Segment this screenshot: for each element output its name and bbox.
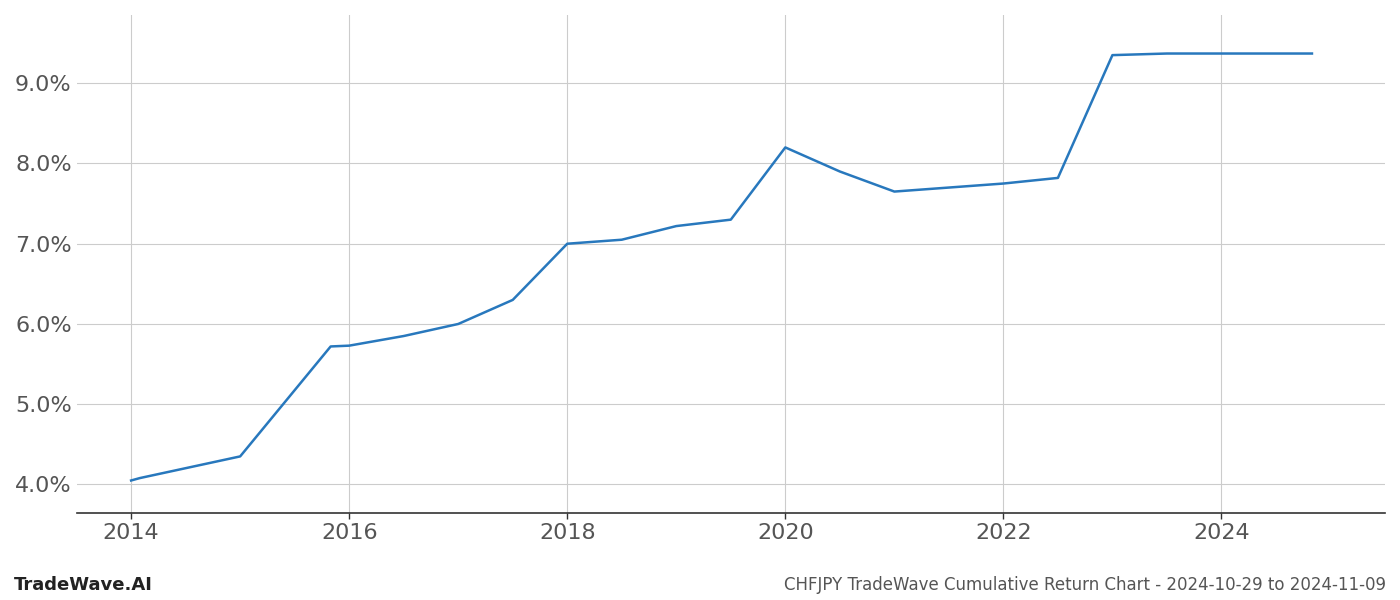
Text: CHFJPY TradeWave Cumulative Return Chart - 2024-10-29 to 2024-11-09: CHFJPY TradeWave Cumulative Return Chart… bbox=[784, 576, 1386, 594]
Text: TradeWave.AI: TradeWave.AI bbox=[14, 576, 153, 594]
